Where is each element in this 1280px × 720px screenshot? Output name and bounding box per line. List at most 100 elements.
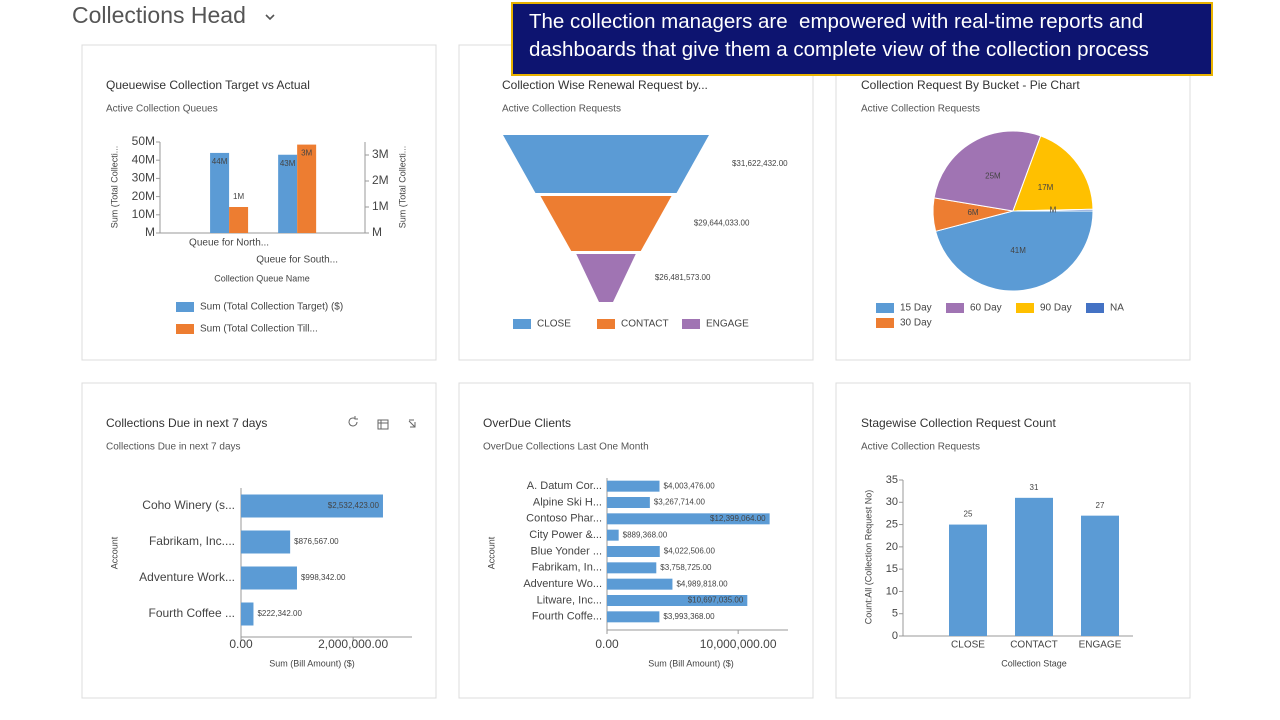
- y-tick-label: A. Datum Cor...: [527, 480, 602, 492]
- bar: [241, 494, 383, 518]
- toolbar: [348, 416, 416, 430]
- view-records-icon[interactable]: [377, 419, 389, 430]
- chart-title: Collection Wise Renewal Request by...: [502, 78, 708, 92]
- data-label: 31: [1030, 483, 1039, 492]
- bar: [607, 529, 619, 541]
- y-tick-label: Litware, Inc...: [537, 594, 602, 606]
- y-tick-label: Fabrikam, Inc....: [149, 534, 235, 548]
- data-label: 44M: [212, 157, 228, 166]
- y-tick-label: 20: [886, 541, 898, 553]
- bar: [241, 530, 291, 554]
- bar: [241, 602, 254, 626]
- pie-slice: [933, 130, 1042, 212]
- x-tick-label: 0.00: [595, 637, 619, 651]
- legend-label: CLOSE: [537, 319, 571, 330]
- y-tick-label: 30: [886, 496, 898, 508]
- y2-tick-label: 1M: [372, 199, 389, 213]
- y-tick-label: Fourth Coffe...: [532, 611, 602, 623]
- bar: [229, 207, 249, 233]
- x-tick-label: CONTACT: [1010, 640, 1058, 651]
- bar: [607, 562, 657, 574]
- data-label: $12,399,064.00: [710, 514, 766, 523]
- legend-swatch: [513, 319, 531, 329]
- data-label: $876,567.00: [294, 537, 339, 546]
- y-tick-label: 10M: [132, 207, 155, 221]
- y-tick-label: 5: [892, 608, 898, 620]
- bar: [607, 497, 650, 508]
- bar: [607, 546, 660, 557]
- y-tick-label: Coho Winery (s...: [142, 498, 235, 512]
- data-label: $4,022,506.00: [664, 547, 716, 556]
- y-tick-label: City Power &...: [529, 529, 602, 541]
- y2-tick-label: 2M: [372, 173, 389, 187]
- legend-label: Sum (Total Collection Target) ($): [200, 302, 343, 313]
- legend-label: 90 Day: [1040, 303, 1072, 314]
- data-label: $31,622,432.00: [732, 159, 788, 168]
- legend-swatch: [1016, 303, 1034, 313]
- x-axis-label: Collection Queue Name: [214, 273, 310, 283]
- y-tick-label: 25: [886, 518, 898, 530]
- pie-slice: [1012, 135, 1094, 212]
- y-tick-label: 20M: [132, 189, 155, 203]
- panel: [458, 382, 814, 699]
- y-tick-label: 15: [886, 563, 898, 575]
- panel: [835, 382, 1191, 699]
- callout: The collection managers are empowered wi…: [511, 2, 1213, 76]
- expand-icon[interactable]: [408, 419, 416, 428]
- y-tick-label: 35: [886, 474, 898, 486]
- y2-tick-label: 3M: [372, 147, 389, 161]
- legend-label: NA: [1110, 303, 1124, 314]
- legend-swatch: [597, 319, 615, 329]
- legend-label: 15 Day: [900, 303, 932, 314]
- y-tick-label: Fabrikam, In...: [532, 562, 602, 574]
- data-label: $29,644,033.00: [694, 219, 750, 228]
- legend-label: CONTACT: [621, 319, 669, 330]
- data-label: $2,532,423.00: [328, 501, 380, 510]
- y-tick-label: Blue Yonder ...: [530, 545, 602, 557]
- y-tick-label: Adventure Wo...: [523, 578, 602, 590]
- x-axis-label: Sum (Bill Amount) ($): [269, 658, 355, 668]
- x-tick-label: 10,000,000.00: [700, 637, 777, 651]
- legend-swatch: [876, 303, 894, 313]
- data-label: M: [1050, 206, 1057, 215]
- data-label: $3,993,368.00: [663, 612, 715, 621]
- bar: [607, 595, 748, 606]
- panel: [81, 44, 437, 361]
- y2-axis-label: Sum (Total Collecti...: [397, 146, 407, 229]
- bar: [607, 480, 660, 492]
- y-tick-label: 0: [892, 630, 898, 642]
- legend-label: 30 Day: [900, 318, 932, 329]
- y-axis-label: Account: [486, 536, 496, 569]
- y-tick-label: 10: [886, 585, 898, 597]
- data-label: 43M: [280, 159, 296, 168]
- data-label: 25: [964, 510, 973, 519]
- refresh-icon[interactable]: [348, 416, 358, 427]
- bar: [607, 513, 770, 525]
- chart-subtitle: Collections Due in next 7 days: [106, 442, 241, 453]
- bar: [1015, 497, 1053, 636]
- data-label: 17M: [1038, 183, 1054, 192]
- bar: [278, 154, 298, 233]
- chart-subtitle: Active Collection Queues: [106, 104, 218, 115]
- y-axis-label: Account: [109, 536, 119, 569]
- chart-subtitle: Active Collection Requests: [861, 104, 980, 115]
- dropdown-chevron[interactable]: [265, 14, 275, 21]
- chart-title: Collection Request By Bucket - Pie Chart: [861, 78, 1080, 92]
- pie-slice: [935, 210, 1094, 292]
- data-label: 1M: [233, 192, 244, 201]
- y-tick-label: Alpine Ski H...: [533, 496, 602, 508]
- dashboard-title[interactable]: Collections Head: [72, 2, 246, 28]
- bar: [607, 578, 673, 590]
- y-tick-label: Fourth Coffee ...: [149, 606, 236, 620]
- legend-label: ENGAGE: [706, 319, 749, 330]
- legend-label: 60 Day: [970, 303, 1002, 314]
- data-label: 6M: [967, 208, 978, 217]
- legend-swatch: [176, 324, 194, 334]
- chart-subtitle: OverDue Collections Last One Month: [483, 442, 649, 453]
- bar: [297, 144, 317, 233]
- data-label: $26,481,573.00: [655, 273, 711, 282]
- data-label: $3,758,725.00: [660, 563, 712, 572]
- data-label: $222,342.00: [257, 609, 302, 618]
